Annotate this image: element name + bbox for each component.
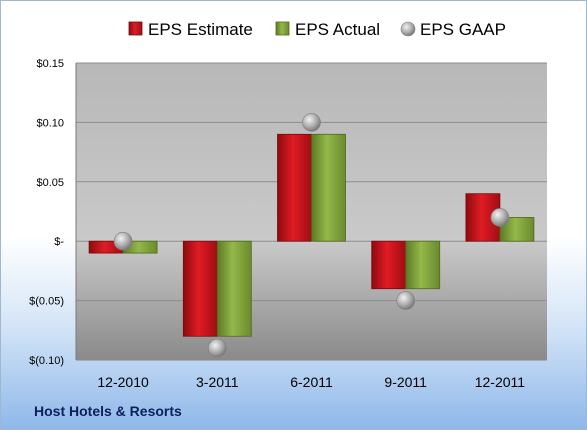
y-tick-label: $0.10 [36,117,64,129]
eps-gaap-marker [113,231,133,251]
legend-eps-estimate-swatch [128,21,143,36]
eps-actual-bar [405,240,441,290]
x-tick-label: 9-2011 [384,374,427,390]
legend-eps-estimate-label: EPS Estimate [148,20,253,39]
eps-gaap-marker [302,113,321,132]
legend-eps-gaap-label: EPS GAAP [420,20,506,39]
eps-gaap-marker [208,338,227,358]
x-tick-label: 12-2010 [97,374,149,390]
eps-actual-bar [216,240,252,337]
legend-eps-actual-swatch [275,21,290,36]
eps-actual-bar [499,217,535,242]
company-name: Host Hotels & Resorts [34,403,182,419]
y-tick-label: $0.15 [36,58,64,70]
y-tick-label: $(0.05) [29,296,64,308]
y-tick-label: $0.05 [36,177,64,189]
legend-eps-actual-label: EPS Actual [295,20,380,39]
eps-estimate-bar [182,240,218,337]
y-tick-label: $(0.10) [29,355,64,367]
x-tick-label: 3-2011 [196,374,239,390]
eps-gaap-marker [396,291,416,310]
eps-estimate-bar [371,240,407,290]
legend-eps-gaap-swatch [400,21,416,37]
x-tick-label: 6-2011 [290,374,333,390]
x-tick-label: 12-2011 [475,374,526,390]
y-tick-label: $- [54,236,64,248]
eps-gaap-marker [490,208,510,227]
eps-actual-bar [311,133,346,242]
eps-estimate-bar [277,133,312,242]
